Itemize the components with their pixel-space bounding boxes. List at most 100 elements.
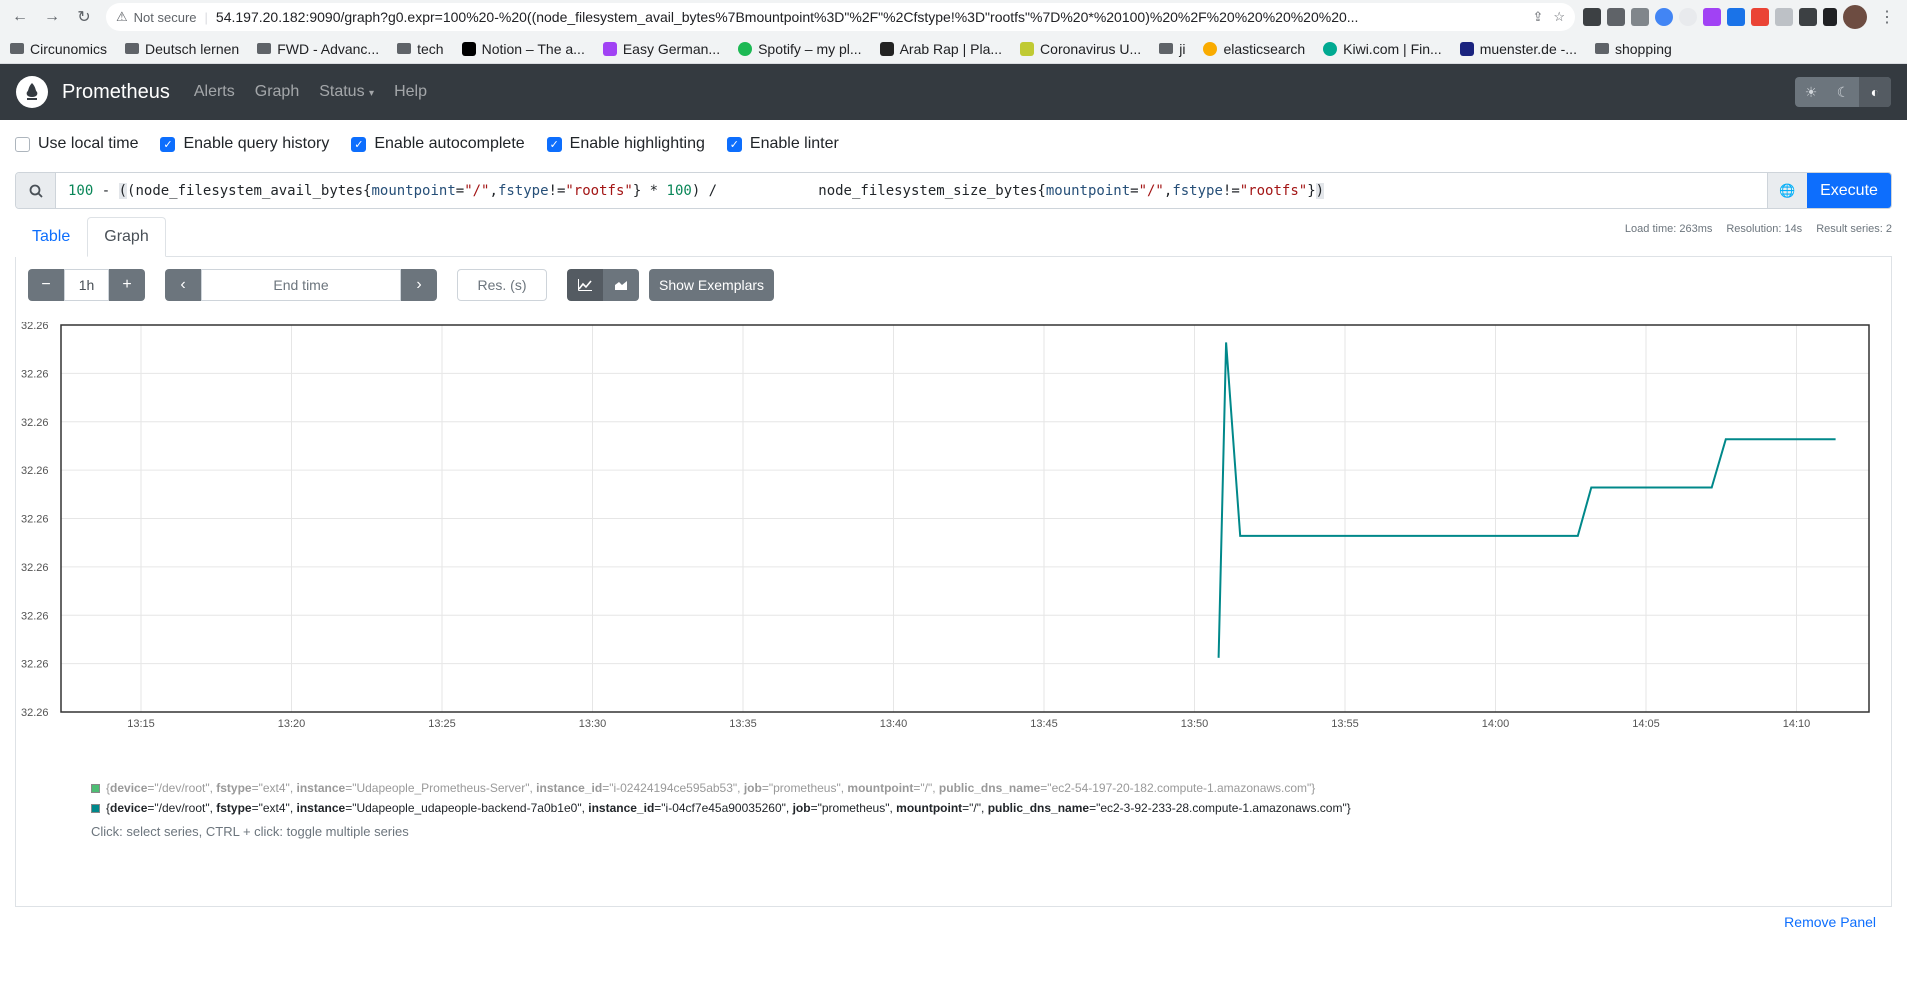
label-key: job xyxy=(792,801,811,815)
bookmark-item[interactable]: tech xyxy=(397,41,444,57)
label-key: fstype xyxy=(216,781,252,795)
label-key: instance xyxy=(296,781,346,795)
resolution-input[interactable]: Res. (s) xyxy=(457,269,547,301)
bookmark-item[interactable]: Kiwi.com | Fin... xyxy=(1323,41,1442,57)
highlighting-option[interactable]: ✓ Enable highlighting xyxy=(546,135,705,153)
x-tick-label: 14:05 xyxy=(1632,718,1660,730)
checkbox-checked[interactable]: ✓ xyxy=(546,136,562,152)
bookmark-item[interactable]: Arab Rap | Pla... xyxy=(879,41,1002,57)
bookmark-item[interactable]: Coronavirus U... xyxy=(1020,41,1141,57)
bookmark-item[interactable]: elasticsearch xyxy=(1203,41,1305,57)
search-icon xyxy=(16,173,56,208)
label-key: instance xyxy=(296,801,346,815)
tab-table[interactable]: Table xyxy=(32,228,71,245)
dark-theme-icon[interactable]: ☾ xyxy=(1836,83,1850,100)
nav-help[interactable]: Help xyxy=(394,83,427,100)
cloud-extension-icon[interactable] xyxy=(1679,8,1697,26)
x-tick-label: 13:50 xyxy=(1181,718,1209,730)
prometheus-logo-icon[interactable] xyxy=(16,76,48,108)
settings-extension-icon[interactable] xyxy=(1607,8,1625,26)
remove-panel-link[interactable]: Remove Panel xyxy=(1784,914,1876,930)
bookmark-star-icon[interactable]: ☆ xyxy=(1553,9,1565,24)
nav-alerts[interactable]: Alerts xyxy=(193,83,235,100)
bookmark-item[interactable]: shopping xyxy=(1594,41,1672,57)
legend-series[interactable]: {device="/dev/root", fstype="ext4", inst… xyxy=(91,798,1351,818)
expression-input[interactable]: 100 - ((node_filesystem_avail_bytes{moun… xyxy=(68,182,1325,199)
x-tick-label: 13:45 xyxy=(1030,718,1058,730)
stacked-chart-icon[interactable] xyxy=(603,269,639,301)
label-key: device xyxy=(110,801,148,815)
brand-title[interactable]: Prometheus xyxy=(62,80,170,103)
graph-controls: − 1h + ‹ End time › Res. (s) Show Exempl… xyxy=(16,257,1891,313)
execute-button[interactable]: Execute xyxy=(1807,173,1891,208)
increase-range-button[interactable]: + xyxy=(109,269,145,301)
checkbox-checked[interactable]: ✓ xyxy=(160,136,176,152)
chevron-left-icon[interactable]: ‹ xyxy=(165,269,201,301)
range-input[interactable]: 1h xyxy=(64,269,109,301)
bookmarks-bar: Circunomics Deutsch lernen FWD - Advanc.… xyxy=(0,34,1907,64)
label-key: public_dns_name xyxy=(987,801,1090,815)
y-tick-label: 32.26 xyxy=(21,514,49,526)
query-stats: Load time: 263ms Resolution: 14s Result … xyxy=(1625,223,1892,257)
auto-theme-icon[interactable]: ◐ xyxy=(1859,77,1891,107)
plot-frame xyxy=(60,324,1870,713)
graph-legend: {device="/dev/root", fstype="ext4", inst… xyxy=(91,778,1351,839)
label-key: public_dns_name xyxy=(938,781,1041,795)
chevron-right-icon[interactable]: › xyxy=(401,269,437,301)
y-tick-label: 32.26 xyxy=(21,417,49,429)
query-history-option[interactable]: ✓ Enable query history xyxy=(160,135,329,153)
legend-hint: Click: select series, CTRL + click: togg… xyxy=(91,824,409,839)
nav-graph[interactable]: Graph xyxy=(254,83,300,100)
share-icon[interactable]: ⇪ xyxy=(1532,9,1544,24)
not-secure-indicator[interactable]: ⚠ Not secure xyxy=(116,9,197,25)
bookmark-item[interactable]: Notion – The a... xyxy=(461,41,585,57)
address-bar[interactable]: ⚠ Not secure | 54.197.20.182:9090/graph?g… xyxy=(106,3,1575,31)
profile-avatar[interactable] xyxy=(1843,5,1867,29)
extension-icon[interactable] xyxy=(1751,8,1769,26)
bookmark-item[interactable]: muenster.de -... xyxy=(1459,41,1577,57)
bookmark-item[interactable]: Spotify – my pl... xyxy=(738,41,862,57)
x-tick-label: 14:00 xyxy=(1482,718,1510,730)
line-chart-icon[interactable] xyxy=(567,269,603,301)
bookmark-item[interactable]: ji xyxy=(1159,41,1185,57)
show-exemplars-button[interactable]: Show Exemplars xyxy=(649,269,775,301)
nav-status[interactable]: Status ▾ xyxy=(319,83,375,100)
puzzle-extensions-icon[interactable] xyxy=(1799,8,1817,26)
use-local-time-option[interactable]: Use local time xyxy=(15,135,138,153)
bookmark-item[interactable]: FWD - Advanc... xyxy=(257,41,379,57)
extension-icon[interactable] xyxy=(1727,8,1745,26)
extension-icon[interactable] xyxy=(1655,8,1673,26)
tab-graph[interactable]: Graph xyxy=(87,217,166,257)
y-tick-label: 32.26 xyxy=(21,562,49,574)
folder-icon xyxy=(1159,43,1174,54)
folder-icon xyxy=(1594,43,1609,54)
bookmark-item[interactable]: Deutsch lernen xyxy=(125,41,239,57)
extension-icon[interactable] xyxy=(1775,8,1793,26)
light-theme-icon[interactable]: ☀ xyxy=(1804,83,1818,100)
autocomplete-option[interactable]: ✓ Enable autocomplete xyxy=(351,135,525,153)
sidebar-icon[interactable] xyxy=(1823,8,1837,26)
bookmark-item[interactable]: Circunomics xyxy=(10,41,107,57)
extension-icon[interactable] xyxy=(1631,8,1649,26)
decrease-range-button[interactable]: − xyxy=(28,269,64,301)
legend-series[interactable]: {device="/dev/root", fstype="ext4", inst… xyxy=(91,778,1351,798)
checkbox-checked[interactable]: ✓ xyxy=(351,136,367,152)
reload-icon[interactable]: ↻ xyxy=(77,9,91,26)
metrics-explorer-icon[interactable]: 🌐 xyxy=(1767,173,1807,208)
end-time-input[interactable]: End time xyxy=(201,269,401,301)
folder-icon xyxy=(125,43,140,54)
chart-svg[interactable]: 32.26 32.26 32.26 32.26 32.26 32.26 32.26 32.26… xyxy=(16,320,1891,822)
forward-icon[interactable]: → xyxy=(44,8,60,25)
back-icon[interactable]: ← xyxy=(12,8,28,25)
extension-icon[interactable] xyxy=(1583,8,1601,26)
not-secure-label: Not secure xyxy=(133,9,197,25)
x-tick-label: 14:10 xyxy=(1783,718,1811,730)
linter-option[interactable]: ✓ Enable linter xyxy=(726,135,839,153)
menu-kebab-icon[interactable]: ⋮ xyxy=(1879,9,1895,26)
checkbox-checked[interactable]: ✓ xyxy=(726,136,742,152)
graph-chart[interactable]: 32.26 32.26 32.26 32.26 32.26 32.26 32.26 32.26… xyxy=(16,320,1891,822)
bookmark-item[interactable]: Easy German... xyxy=(602,41,720,57)
extension-icon[interactable] xyxy=(1703,8,1721,26)
url-text[interactable]: 54.197.20.182:9090/graph?g0.expr=100%20-… xyxy=(215,9,1359,25)
checkbox-unchecked[interactable] xyxy=(15,136,30,152)
